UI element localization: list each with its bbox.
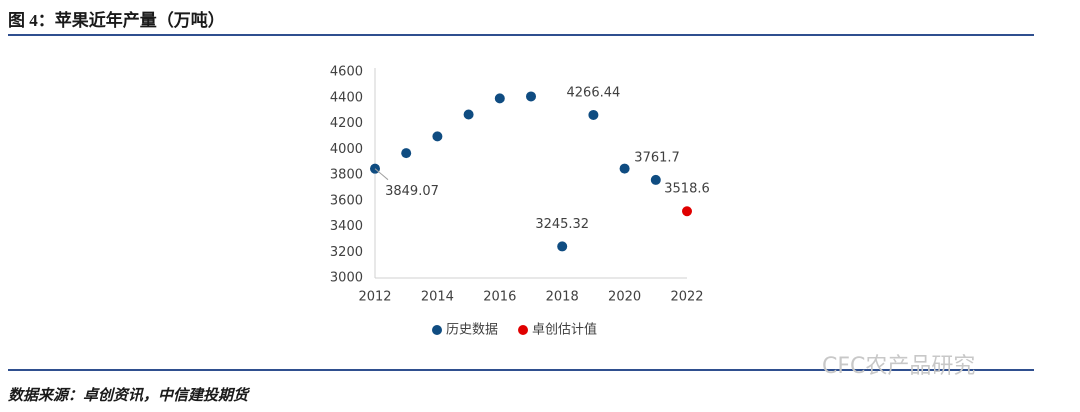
y-tick-label: 4200 — [330, 116, 363, 131]
data-point — [557, 241, 568, 252]
y-tick-label: 3000 — [330, 271, 363, 286]
x-tick-label: 2012 — [358, 290, 391, 305]
data-point — [526, 91, 536, 102]
y-tick-label: 3600 — [330, 193, 363, 208]
figure-title: 图 4：苹果近年产量（万吨） — [8, 11, 225, 30]
x-tick-label: 2022 — [670, 290, 703, 305]
x-tick-label: 2014 — [421, 290, 454, 305]
data-point — [463, 109, 474, 120]
y-tick-label: 4000 — [330, 142, 363, 157]
data-label: 4266.44 — [567, 85, 621, 100]
watermark: CFC农产品研究 — [822, 354, 976, 379]
data-label: 3245.32 — [535, 217, 589, 232]
data-point — [494, 93, 505, 104]
leader-line — [374, 168, 389, 181]
legend-marker — [432, 325, 442, 335]
data-point — [619, 163, 630, 174]
y-tick-label: 3200 — [330, 245, 363, 260]
data-point — [401, 148, 412, 159]
y-tick-label: 3800 — [330, 168, 363, 183]
data-label: 3849.07 — [385, 184, 439, 199]
data-label: 3518.6 — [664, 182, 710, 197]
y-tick-label: 4600 — [330, 65, 363, 80]
legend-label: 卓创估计值 — [532, 322, 597, 338]
y-tick-label: 3400 — [330, 219, 363, 234]
legend-label: 历史数据 — [446, 323, 498, 338]
legend-marker — [518, 325, 529, 335]
data-label: 3761.7 — [634, 150, 680, 165]
top-rule — [8, 34, 1034, 36]
data-point — [588, 109, 599, 120]
x-tick-label: 2018 — [546, 290, 579, 305]
x-tick-label: 2016 — [483, 290, 516, 305]
data-point — [432, 131, 443, 142]
source-note: 数据来源：卓创资讯，中信建投期货 — [8, 388, 249, 404]
bottom-rule — [8, 369, 1034, 371]
x-tick-label: 2020 — [608, 290, 641, 305]
y-tick-label: 4400 — [330, 90, 363, 105]
data-point — [650, 174, 661, 185]
data-point — [682, 206, 692, 217]
